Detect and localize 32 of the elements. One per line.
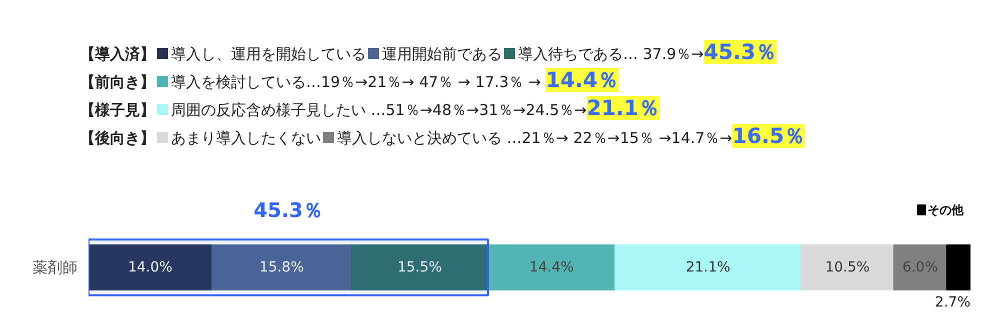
band-label: 45.3％ <box>254 198 323 222</box>
legend-label: 運用開始前である <box>382 45 502 63</box>
bar <box>800 244 894 290</box>
text: 導入待ちである… 37.9％→ <box>518 45 704 63</box>
legend-label: 導入し、運用を開始している <box>171 45 366 63</box>
text: 周囲の反応含め様子見したい …51％→48％→31％→24.5％→ <box>171 101 587 119</box>
text: 導入しないと決めている …21％→ 22％→15％ →14.7％→ <box>337 129 732 147</box>
text: 14.4％ <box>546 68 619 92</box>
bar <box>488 244 616 290</box>
text: 【前向き】 <box>80 73 155 91</box>
legend-label: その他 <box>928 202 965 217</box>
bar <box>614 244 802 290</box>
text: 【後向き】 <box>80 129 155 147</box>
bar <box>893 244 948 290</box>
data-label: 14.0% <box>128 259 172 276</box>
text: 16.5％ <box>732 124 806 148</box>
data-label: 15.8% <box>259 259 304 276</box>
y-tick-label: 薬剤師 <box>32 258 78 276</box>
data-label: 14.4% <box>529 259 574 276</box>
data-label: 10.5% <box>825 259 870 276</box>
legend-label: あまり導入したくない <box>171 129 321 147</box>
bar <box>88 244 212 290</box>
text: 45.3％ <box>704 40 777 64</box>
data-label: 6.0% <box>902 259 938 276</box>
bar <box>946 244 970 290</box>
text: 【導入済】 <box>80 45 155 63</box>
text: 導入を検討している…19％→21％→ 47％ → 17.3％ → <box>171 73 542 91</box>
data-label: 2.7% <box>934 294 971 310</box>
text: 21.1％ <box>586 96 660 120</box>
text: 【様子見】 <box>80 101 155 119</box>
data-label: 21.1% <box>686 259 730 276</box>
data-label: 15.5% <box>397 259 442 276</box>
